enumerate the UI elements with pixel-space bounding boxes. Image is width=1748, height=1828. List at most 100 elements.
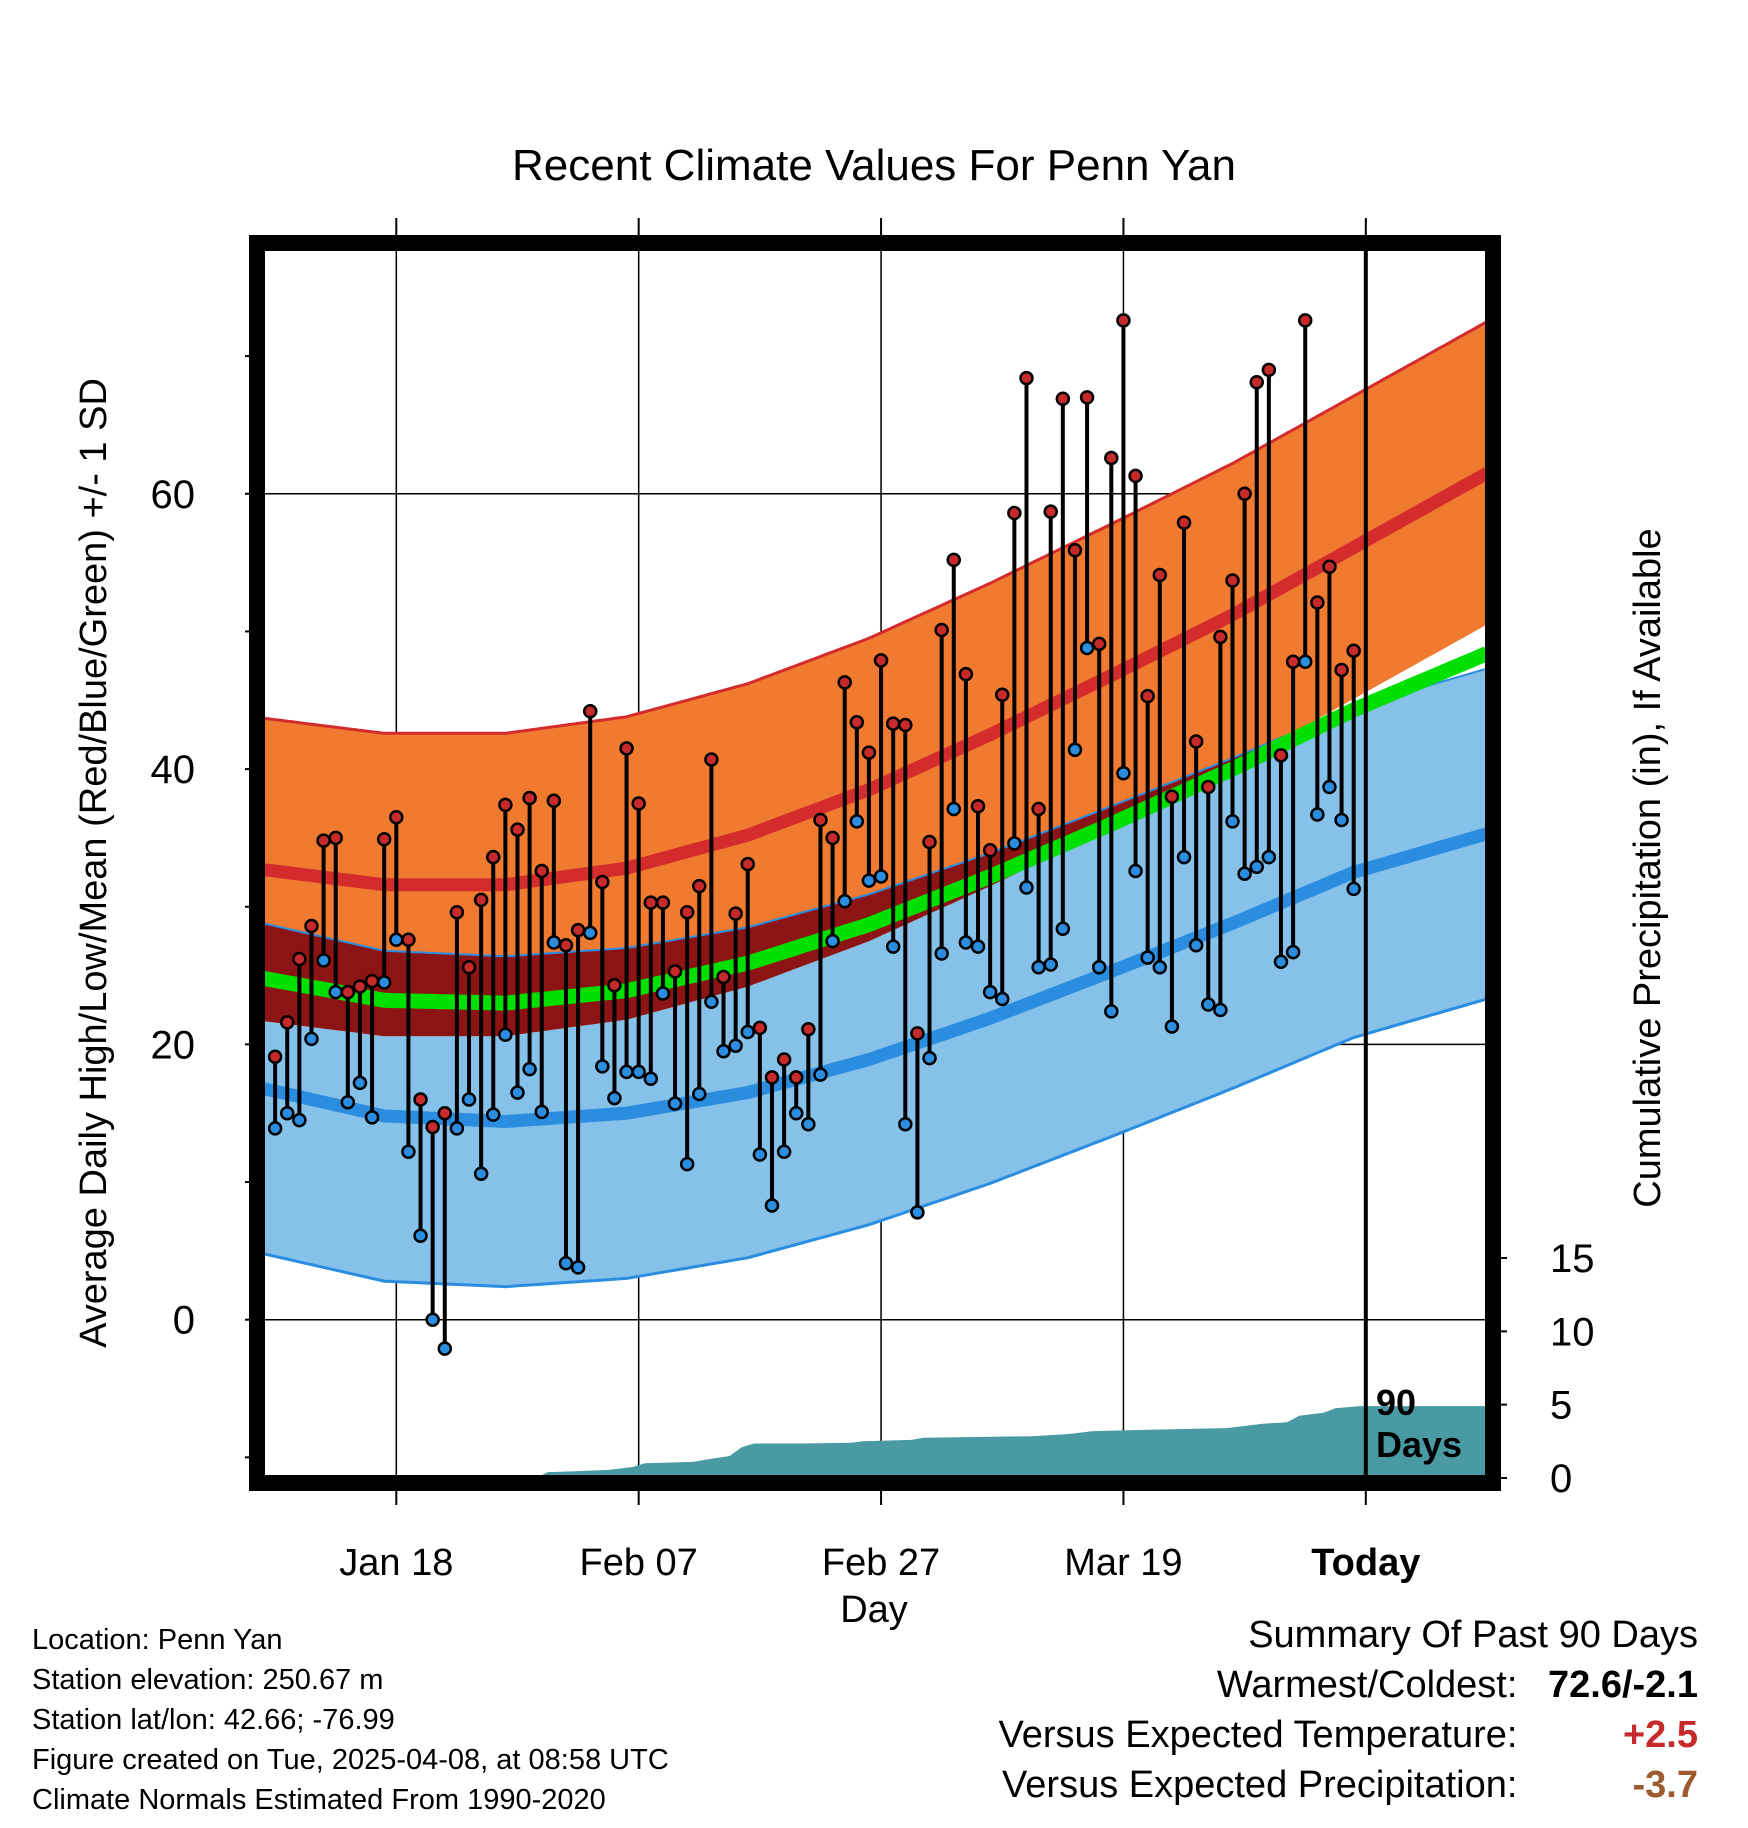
plot-frame xyxy=(249,235,1501,1491)
daily-low-point xyxy=(655,986,671,1001)
daily-low-point xyxy=(1273,954,1289,970)
daily-low-point xyxy=(1007,836,1022,851)
daily-low-point xyxy=(437,1341,453,1356)
daily-high-point xyxy=(1188,734,1204,749)
x-tick-label: Feb 07 xyxy=(580,1542,698,1584)
daily-high-point xyxy=(728,906,743,921)
daily-low-point xyxy=(486,1107,501,1122)
daily-low-point xyxy=(898,1116,913,1132)
precip-area-group xyxy=(535,1406,1487,1478)
y2-tick-label: 0 xyxy=(1550,1457,1572,1501)
high-sd-upper-edge xyxy=(263,320,1487,735)
daily-low-point xyxy=(304,1031,319,1047)
daily-low-point xyxy=(1055,921,1071,937)
daily-high-point xyxy=(401,932,416,948)
daily-low-point xyxy=(861,873,877,888)
summary-warmest-row: Warmest/Coldest: 72.6/-2.1 xyxy=(999,1660,1698,1710)
daily-low-point xyxy=(473,1166,489,1182)
daily-high-point xyxy=(1152,567,1168,583)
daily-high-point xyxy=(910,1026,925,1041)
daily-low-point xyxy=(1310,807,1325,822)
daily-low-point xyxy=(1128,863,1143,879)
daily-high-point xyxy=(1237,486,1252,502)
daily-low-point xyxy=(558,1256,574,1271)
normal-mean-line xyxy=(263,646,1487,1011)
daily-low-point xyxy=(1297,654,1313,669)
daily-high-point xyxy=(764,1070,780,1085)
axes: 0 20 40 60 0 5 10 15 Jan 18 Feb 07 Feb 27 Mar 19 Tod… xyxy=(151,218,1595,1584)
daily-high-point xyxy=(970,799,986,814)
daily-low-point xyxy=(994,991,1010,1007)
daily-low-point xyxy=(364,1110,380,1125)
daily-high-point xyxy=(1104,450,1119,466)
daily-low-point xyxy=(595,1059,610,1074)
daily-low-point xyxy=(631,1064,646,1080)
daily-high-point xyxy=(1334,662,1349,678)
daily-low-point xyxy=(716,1044,731,1059)
daily-high-point xyxy=(1322,559,1337,574)
daily-high-point xyxy=(364,973,380,989)
daily-high-point xyxy=(1285,654,1301,669)
precip-area xyxy=(535,1406,1487,1478)
daily-low-point xyxy=(1334,812,1349,828)
x-tick-label: Mar 19 xyxy=(1064,1542,1182,1584)
daily-low-point xyxy=(1031,960,1046,975)
daily-high-point xyxy=(607,977,622,993)
daily-low-point xyxy=(692,1086,707,1102)
daily-high-point xyxy=(946,552,962,568)
daily-high-point xyxy=(655,895,671,910)
daily-value-points xyxy=(267,246,1368,1478)
x-axis-label: Day xyxy=(840,1589,908,1631)
daily-low-point xyxy=(825,933,840,949)
daily-low-point xyxy=(1188,938,1204,953)
daily-low-point xyxy=(498,1027,513,1043)
daily-low-point xyxy=(619,1064,634,1080)
daily-low-point xyxy=(522,1061,537,1077)
daily-low-point xyxy=(1043,957,1058,972)
daily-low-point xyxy=(582,925,598,941)
daily-high-point xyxy=(813,812,828,828)
daily-high-point xyxy=(1273,748,1289,763)
location-text: Location: Penn Yan xyxy=(32,1624,283,1656)
daily-high-point xyxy=(692,878,707,894)
daily-low-point xyxy=(813,1067,828,1082)
daily-low-point xyxy=(910,1205,925,1220)
daily-low-point xyxy=(788,1105,804,1121)
daily-low-point xyxy=(352,1075,368,1091)
daily-high-point xyxy=(1091,636,1107,652)
summary-precip-row: Versus Expected Precipitation: -3.7 xyxy=(999,1760,1698,1810)
daily-high-point xyxy=(801,1021,816,1037)
daily-high-point xyxy=(752,1020,768,1036)
daily-high-point xyxy=(595,874,610,890)
daily-low-point xyxy=(643,1071,659,1087)
daily-high-point xyxy=(1043,504,1058,519)
daily-high-point xyxy=(376,832,392,847)
daily-low-point xyxy=(704,994,719,1009)
daily-high-point xyxy=(885,716,901,731)
x-tick-label: Jan 18 xyxy=(339,1542,453,1584)
daily-high-point xyxy=(994,687,1010,703)
daily-high-point xyxy=(340,984,356,1000)
daily-low-point xyxy=(1261,849,1277,865)
daily-low-point xyxy=(316,953,331,968)
daily-low-point xyxy=(1164,1019,1180,1034)
daily-low-point xyxy=(1067,742,1083,758)
daily-low-point xyxy=(376,975,392,990)
daily-high-point xyxy=(486,849,501,865)
daily-high-point xyxy=(437,1105,453,1121)
daily-high-point xyxy=(1079,390,1095,405)
daily-low-point xyxy=(1104,1004,1119,1019)
daily-high-point xyxy=(1140,688,1155,704)
daily-high-point xyxy=(1031,801,1046,817)
daily-low-point xyxy=(667,1096,683,1111)
daily-high-point xyxy=(1007,505,1022,521)
daily-high-point xyxy=(461,960,477,975)
y-tick-label: 20 xyxy=(151,1023,196,1067)
precip-value: -3.7 xyxy=(1632,1764,1698,1806)
daily-low-point xyxy=(546,935,562,950)
elevation-text: Station elevation: 250.67 m xyxy=(32,1664,384,1696)
daily-low-point xyxy=(1019,880,1034,895)
daily-high-point xyxy=(352,979,368,994)
daily-high-point xyxy=(1176,515,1192,530)
